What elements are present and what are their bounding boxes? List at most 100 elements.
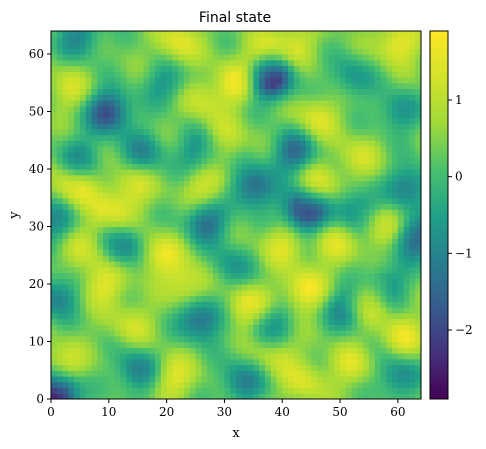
- heatmap-cell: [357, 105, 364, 113]
- heatmap-cell: [386, 88, 393, 95]
- heatmap-cell: [305, 77, 312, 84]
- heatmap-cell: [91, 111, 98, 118]
- heatmap-cell: [311, 117, 318, 124]
- heatmap-cell: [259, 203, 266, 210]
- heatmap-cell: [74, 295, 81, 302]
- heatmap-cell: [374, 105, 382, 113]
- heatmap-cell: [334, 272, 341, 279]
- heatmap-cell: [207, 284, 214, 291]
- heatmap-cell: [311, 232, 318, 239]
- heatmap-cell: [374, 151, 382, 159]
- heatmap-cell: [103, 59, 110, 67]
- heatmap-cell: [293, 370, 301, 377]
- heatmap-cell: [91, 169, 98, 176]
- heatmap-cell: [195, 312, 202, 320]
- heatmap-cell: [236, 209, 243, 216]
- heatmap-cell: [149, 65, 156, 72]
- heatmap-cell: [345, 272, 353, 279]
- heatmap-cell: [120, 324, 127, 331]
- heatmap-cell: [340, 146, 347, 153]
- heatmap-cell: [201, 232, 208, 239]
- heatmap-cell: [299, 117, 306, 124]
- heatmap-cell: [270, 134, 278, 141]
- heatmap-cell: [340, 157, 347, 164]
- heatmap-cell: [236, 312, 243, 320]
- heatmap-cell: [201, 341, 208, 348]
- heatmap-cell: [97, 272, 104, 279]
- heatmap-cell: [363, 295, 370, 302]
- heatmap-cell: [392, 232, 399, 239]
- heatmap-cell: [368, 54, 376, 61]
- heatmap-cell: [114, 88, 121, 95]
- heatmap-cell: [56, 59, 64, 67]
- heatmap-cell: [299, 134, 306, 141]
- heatmap-cell: [351, 151, 359, 159]
- heatmap-cell: [334, 278, 341, 285]
- heatmap-cell: [62, 341, 69, 348]
- heatmap-cell: [131, 226, 139, 233]
- heatmap-cell: [126, 59, 133, 67]
- heatmap-cell: [403, 381, 411, 389]
- heatmap-cell: [108, 203, 116, 210]
- heatmap-cell: [357, 117, 364, 124]
- heatmap-cell: [91, 123, 98, 130]
- heatmap-cell: [79, 370, 87, 377]
- heatmap-cell: [218, 123, 226, 130]
- heatmap-cell: [97, 330, 104, 337]
- heatmap-cell: [403, 255, 411, 262]
- heatmap-cell: [56, 134, 64, 141]
- heatmap-cell: [351, 123, 359, 130]
- heatmap-cell: [68, 59, 75, 67]
- heatmap-cell: [328, 31, 335, 38]
- heatmap-cell: [172, 272, 179, 279]
- heatmap-cell: [212, 197, 220, 205]
- heatmap-cell: [166, 82, 174, 90]
- heatmap-cell: [178, 128, 185, 136]
- heatmap-cell: [264, 261, 272, 268]
- heatmap-cell: [282, 295, 289, 302]
- heatmap-cell: [293, 347, 301, 354]
- heatmap-cell: [91, 318, 98, 325]
- heatmap-cell: [120, 174, 127, 182]
- heatmap-cell: [282, 117, 289, 124]
- heatmap-cell: [380, 278, 387, 285]
- heatmap-cell: [357, 111, 364, 118]
- heatmap-cell: [305, 180, 312, 187]
- heatmap-cell: [368, 387, 376, 394]
- heatmap-cell: [224, 117, 231, 124]
- heatmap-cell: [259, 335, 266, 343]
- heatmap-cell: [108, 232, 116, 239]
- y-tick-label: 10: [29, 335, 44, 349]
- heatmap-cell: [380, 330, 387, 337]
- heatmap-cell: [51, 209, 58, 216]
- heatmap-cell: [305, 215, 312, 222]
- heatmap-cell: [183, 157, 191, 164]
- heatmap-cell: [160, 65, 168, 72]
- heatmap-cell: [114, 151, 121, 159]
- heatmap-cell: [62, 347, 69, 354]
- heatmap-cell: [311, 289, 318, 297]
- heatmap-cell: [392, 151, 399, 159]
- heatmap-cell: [62, 36, 69, 44]
- heatmap-cell: [207, 174, 214, 182]
- heatmap-cell: [97, 312, 104, 320]
- heatmap-cell: [178, 105, 185, 113]
- heatmap-cell: [288, 353, 295, 360]
- heatmap-cell: [155, 284, 162, 291]
- heatmap-cell: [316, 59, 324, 67]
- heatmap-cell: [114, 370, 121, 377]
- heatmap-cell: [322, 289, 330, 297]
- heatmap-cell: [345, 174, 353, 182]
- heatmap-cell: [189, 105, 197, 113]
- heatmap-cell: [241, 318, 249, 325]
- heatmap-cell: [259, 358, 266, 366]
- heatmap-cell: [392, 105, 399, 113]
- heatmap-cell: [282, 54, 289, 61]
- heatmap-cell: [259, 197, 266, 205]
- heatmap-cell: [120, 376, 127, 383]
- heatmap-cell: [218, 174, 226, 182]
- heatmap-cell: [392, 94, 399, 101]
- heatmap-cell: [270, 381, 278, 389]
- heatmap-cell: [212, 134, 220, 141]
- heatmap-cell: [247, 330, 254, 337]
